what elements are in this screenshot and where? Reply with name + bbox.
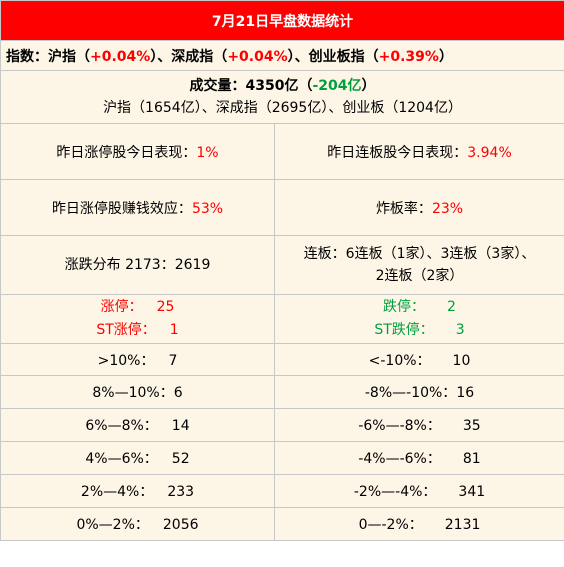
prev-limit-up-label: 昨日涨停股今日表现： bbox=[56, 144, 197, 161]
range-row: 2%—4%： 233 -2%—-4%： 341 bbox=[0, 474, 564, 508]
range-row: 6%—8%： 14 -6%—-8%： 35 bbox=[0, 408, 564, 442]
broken-board-label: 炸板率： bbox=[375, 200, 432, 217]
limit-down-value: 2 bbox=[447, 299, 456, 315]
index-summary: 指数：沪指（+0.04%）、深成指（+0.04%）、创业板指（+0.39%） bbox=[0, 40, 564, 71]
range-down-value: 35 bbox=[462, 418, 481, 434]
effect-row: 昨日涨停股赚钱效应：53% 炸板率：23% bbox=[0, 179, 564, 236]
range-up-value: 52 bbox=[171, 451, 190, 467]
range-up-cell: >10%： 7 bbox=[0, 343, 275, 376]
range-up-value: 14 bbox=[171, 418, 190, 434]
range-down-value: 341 bbox=[458, 484, 486, 500]
st-limit-down-value: 3 bbox=[455, 322, 465, 338]
range-down-label: -8%—-10%： bbox=[364, 385, 457, 401]
volume-label: 成交量：4350亿（ bbox=[189, 78, 313, 94]
limit-up-cell: 涨停： 25 ST涨停： 1 bbox=[0, 294, 275, 344]
profit-effect-label: 昨日涨停股赚钱效应： bbox=[51, 200, 192, 217]
volume-close: ） bbox=[361, 78, 376, 94]
range-up-cell: 0%—2%： 2056 bbox=[0, 507, 275, 541]
limit-down-label: 跌停： bbox=[383, 299, 426, 315]
range-up-value: 233 bbox=[167, 484, 195, 500]
index-suffix: ） bbox=[438, 48, 453, 65]
broken-board-cell: 炸板率：23% bbox=[273, 179, 564, 236]
range-row: 8%—10%：6 -8%—-10%：16 bbox=[0, 375, 564, 409]
range-row: >10%： 7 <-10%： 10 bbox=[0, 343, 564, 376]
consecutive-line-1: 连板：6连板（1家）、3连板（3家）、 bbox=[303, 246, 536, 262]
report-title: 7月21日早盘数据统计 bbox=[0, 0, 564, 41]
consecutive-line-2: 2连板（2家） bbox=[375, 268, 464, 284]
volume-row: 成交量：4350亿（-204亿） 沪指（1654亿）、深成指（2695亿）、创业… bbox=[0, 70, 564, 124]
st-limit-down-line: ST跌停： 3 bbox=[275, 319, 564, 342]
range-up-label: 2%—4%： bbox=[80, 484, 154, 500]
range-down-value: 10 bbox=[452, 352, 471, 369]
consecutive-cell: 连板：6连板（1家）、3连板（3家）、 2连板（2家） bbox=[273, 235, 564, 295]
range-up-label: 4%—6%： bbox=[85, 451, 158, 467]
range-up-value: 2056 bbox=[162, 517, 199, 533]
range-down-cell: -6%—-8%： 35 bbox=[273, 408, 564, 442]
range-down-label: -6%—-8%： bbox=[358, 418, 441, 434]
limit-up-line: 涨停： 25 bbox=[1, 296, 274, 319]
limit-up-label: 涨停： bbox=[100, 299, 143, 315]
range-up-cell: 8%—10%：6 bbox=[0, 375, 275, 409]
stats-table: 7月21日早盘数据统计 指数：沪指（+0.04%）、深成指（+0.04%）、创业… bbox=[0, 0, 564, 541]
volume-breakdown: 沪指（1654亿）、深成指（2695亿）、创业板（1204亿） bbox=[103, 100, 462, 116]
limit-up-value: 25 bbox=[156, 299, 175, 315]
limit-down-line: 跌停： 2 bbox=[275, 296, 564, 319]
range-up-label: 8%—10%： bbox=[92, 385, 174, 401]
limit-down-cell: 跌停： 2 ST跌停： 3 bbox=[273, 294, 564, 344]
prev-limit-up-cell: 昨日涨停股今日表现：1% bbox=[0, 123, 275, 180]
range-up-label: >10%： bbox=[97, 352, 155, 369]
volume-total: 成交量：4350亿（-204亿） bbox=[1, 75, 564, 97]
sz-change: +0.04% bbox=[227, 48, 288, 65]
st-limit-down-label: ST跌停： bbox=[374, 322, 434, 338]
range-row: 0%—2%： 2056 0—-2%： 2131 bbox=[0, 507, 564, 541]
volume-change: -204亿 bbox=[312, 78, 362, 94]
range-down-cell: -8%—-10%：16 bbox=[273, 375, 564, 409]
range-down-cell: -2%—-4%： 341 bbox=[273, 474, 564, 508]
range-up-cell: 2%—4%： 233 bbox=[0, 474, 275, 508]
range-down-label: 0—-2%： bbox=[358, 517, 423, 533]
range-up-value: 6 bbox=[173, 385, 183, 401]
title-row: 7月21日早盘数据统计 bbox=[0, 0, 564, 41]
range-row: 4%—6%： 52 -4%—-6%： 81 bbox=[0, 441, 564, 475]
range-down-value: 2131 bbox=[444, 517, 481, 533]
st-limit-up-line: ST涨停： 1 bbox=[1, 319, 274, 342]
st-limit-up-label: ST涨停： bbox=[96, 322, 156, 338]
range-down-value: 16 bbox=[456, 385, 475, 401]
range-down-label: <-10%： bbox=[368, 352, 431, 369]
performance-row: 昨日涨停股今日表现：1% 昨日连板股今日表现：3.94% bbox=[0, 123, 564, 180]
index-sep-2: ）、创业板指（ bbox=[287, 48, 379, 65]
st-limit-up-value: 1 bbox=[169, 322, 179, 338]
profit-effect-cell: 昨日涨停股赚钱效应：53% bbox=[0, 179, 275, 236]
range-up-cell: 4%—6%： 52 bbox=[0, 441, 275, 475]
distribution-row: 涨跌分布 2173：2619 连板：6连板（1家）、3连板（3家）、 2连板（2… bbox=[0, 235, 564, 295]
range-up-label: 6%—8%： bbox=[85, 418, 158, 434]
range-up-label: 0%—2%： bbox=[76, 517, 149, 533]
cy-change: +0.39% bbox=[378, 48, 439, 65]
index-sep-1: ）、深成指（ bbox=[150, 48, 228, 65]
prev-consecutive-label: 昨日连板股今日表现： bbox=[327, 144, 468, 161]
range-down-cell: <-10%： 10 bbox=[273, 343, 564, 376]
range-down-cell: 0—-2%： 2131 bbox=[273, 507, 564, 541]
range-down-label: -4%—-6%： bbox=[358, 451, 441, 467]
range-down-label: -2%—-4%： bbox=[353, 484, 437, 500]
indices-row: 指数：沪指（+0.04%）、深成指（+0.04%）、创业板指（+0.39%） bbox=[0, 40, 564, 71]
range-down-value: 81 bbox=[462, 451, 481, 467]
range-down-cell: -4%—-6%： 81 bbox=[273, 441, 564, 475]
broken-board-value: 23% bbox=[431, 200, 464, 217]
profit-effect-value: 53% bbox=[191, 200, 224, 217]
index-prefix: 指数：沪指（ bbox=[6, 48, 90, 65]
limit-row: 涨停： 25 ST涨停： 1 跌停： 2 ST跌停： 3 bbox=[0, 294, 564, 344]
volume-cell: 成交量：4350亿（-204亿） 沪指（1654亿）、深成指（2695亿）、创业… bbox=[0, 70, 564, 124]
prev-consecutive-value: 3.94% bbox=[467, 144, 512, 161]
sh-change: +0.04% bbox=[90, 48, 151, 65]
prev-limit-up-value: 1% bbox=[196, 144, 219, 161]
distribution-cell: 涨跌分布 2173：2619 bbox=[0, 235, 275, 295]
prev-consecutive-cell: 昨日连板股今日表现：3.94% bbox=[273, 123, 564, 180]
range-up-value: 7 bbox=[168, 352, 178, 369]
range-up-cell: 6%—8%： 14 bbox=[0, 408, 275, 442]
